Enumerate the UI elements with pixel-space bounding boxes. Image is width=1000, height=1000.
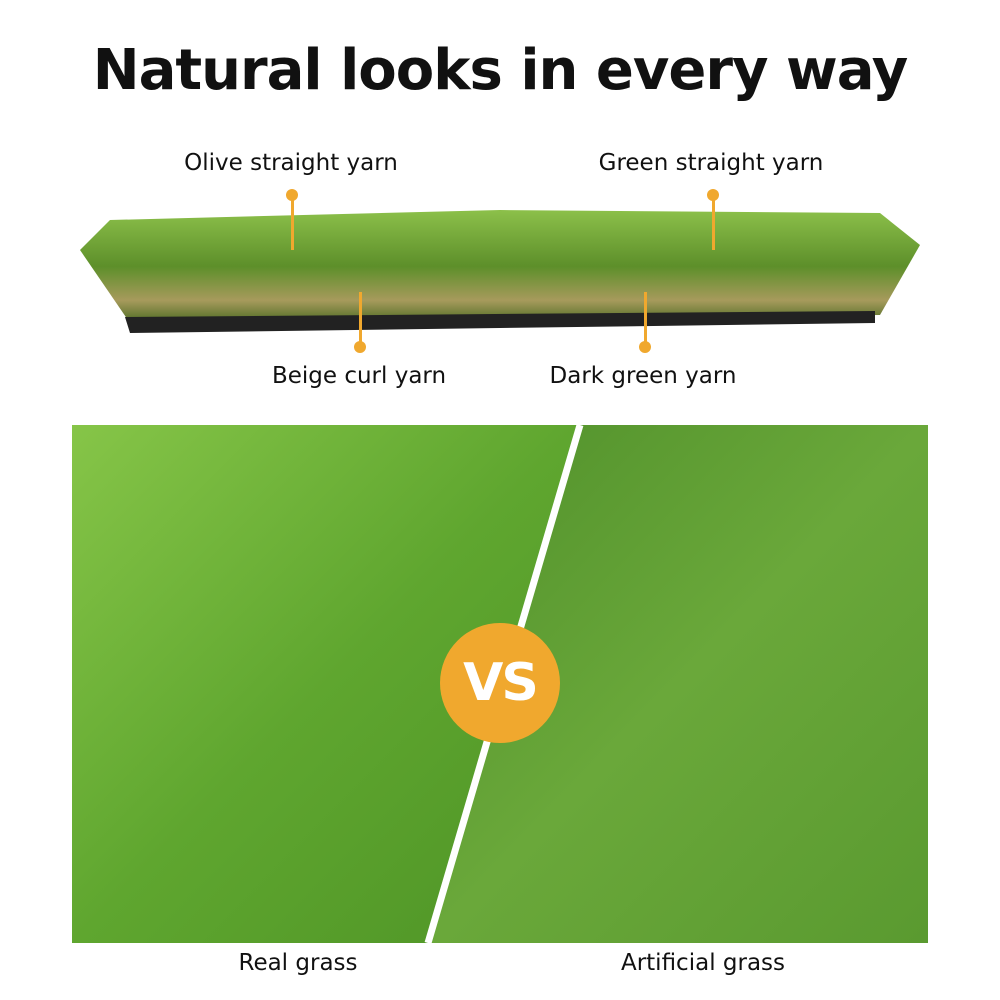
callout-dot [354, 341, 366, 353]
page-title: Natural looks in every way [92, 38, 909, 103]
callout-dot [639, 341, 651, 353]
callout-line [291, 195, 294, 250]
grass-comparison-image [72, 425, 928, 943]
callout-dot [286, 189, 298, 201]
vs-badge: VS [440, 623, 560, 743]
callout-beige-curl-yarn: Beige curl yarn [271, 363, 447, 389]
callout-olive-straight-yarn: Olive straight yarn [184, 150, 398, 176]
real-grass-label: Real grass [238, 950, 358, 976]
real-grass-half [72, 425, 580, 943]
artificial-grass-half [428, 425, 928, 943]
callout-line [712, 195, 715, 250]
turf-sample-image [80, 210, 920, 333]
callout-line [359, 292, 362, 347]
callout-dot [707, 189, 719, 201]
callout-dark-green-yarn: Dark green yarn [549, 363, 737, 389]
artificial-grass-label: Artificial grass [620, 950, 786, 976]
callout-green-straight-yarn: Green straight yarn [598, 150, 824, 176]
callout-line [644, 292, 647, 347]
